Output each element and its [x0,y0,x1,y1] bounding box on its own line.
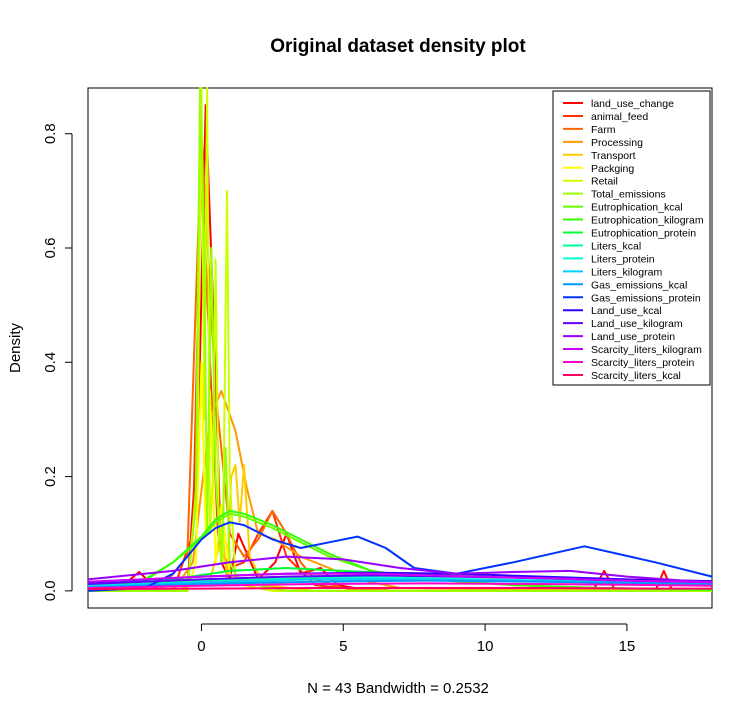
x-tick-label: 15 [619,638,636,655]
legend-label: Scarcity_liters_protein [591,357,694,369]
y-tick-label: 0.6 [42,238,59,259]
legend-label: Total_emissions [591,189,666,201]
series-line-14 [87,579,713,589]
y-axis-label: Density [7,322,24,373]
series-line-20 [87,582,713,589]
legend-label: Liters_protein [591,253,655,265]
y-tick-label: 0.0 [42,580,59,601]
series-line-19 [87,572,713,584]
legend-label: land_use_change [591,98,674,110]
x-tick-label: 10 [477,638,494,655]
y-tick-label: 0.8 [42,123,59,144]
series-line-18 [87,555,713,584]
legend-label: Scarcity_liters_kcal [591,370,681,382]
x-tick-label: 5 [339,638,347,655]
series-line-15 [87,521,713,592]
chart-title: Original dataset density plot [270,36,526,57]
legend-label: Eutrophication_kcal [591,202,683,214]
legend: land_use_changeanimal_feedFarmProcessing… [552,90,711,386]
legend-label: animal_feed [591,111,648,123]
legend-label: Transport [591,150,636,162]
x-axis: 0 5 10 15 [197,623,636,655]
legend-label: Packging [591,163,634,175]
legend-label: Scarcity_liters_kilogram [591,344,702,356]
legend-label: Land_use_protein [591,331,675,343]
x-tick-label: 0 [197,638,205,655]
series-lines [87,87,713,592]
legend-label: Land_use_kilogram [591,318,683,330]
legend-label: Gas_emissions_kcal [591,279,687,291]
legend-label: Farm [591,124,616,136]
legend-label: Liters_kilogram [591,266,662,278]
legend-label: Land_use_kcal [591,305,662,317]
legend-label: Eutrophication_kilogram [591,215,704,227]
series-line-2 [88,132,712,592]
legend-label: Eutrophication_protein [591,228,696,240]
legend-box [552,90,711,386]
legend-label: Gas_emissions_protein [591,292,701,304]
legend-label: Processing [591,137,643,149]
series-line-13 [87,578,713,588]
y-tick-label: 0.4 [42,352,59,373]
y-tick-label: 0.2 [42,466,59,487]
plot-frame [87,87,713,609]
series-line-21 [87,587,712,591]
plot-area [87,87,713,609]
x-axis-label: N = 43 Bandwidth = 0.2532 [307,680,489,697]
legend-label: Liters_kcal [591,240,641,252]
legend-label: Retail [591,176,618,188]
y-axis: 0.0 0.2 0.4 0.6 0.8 [42,123,73,601]
series-line-3 [88,389,713,592]
